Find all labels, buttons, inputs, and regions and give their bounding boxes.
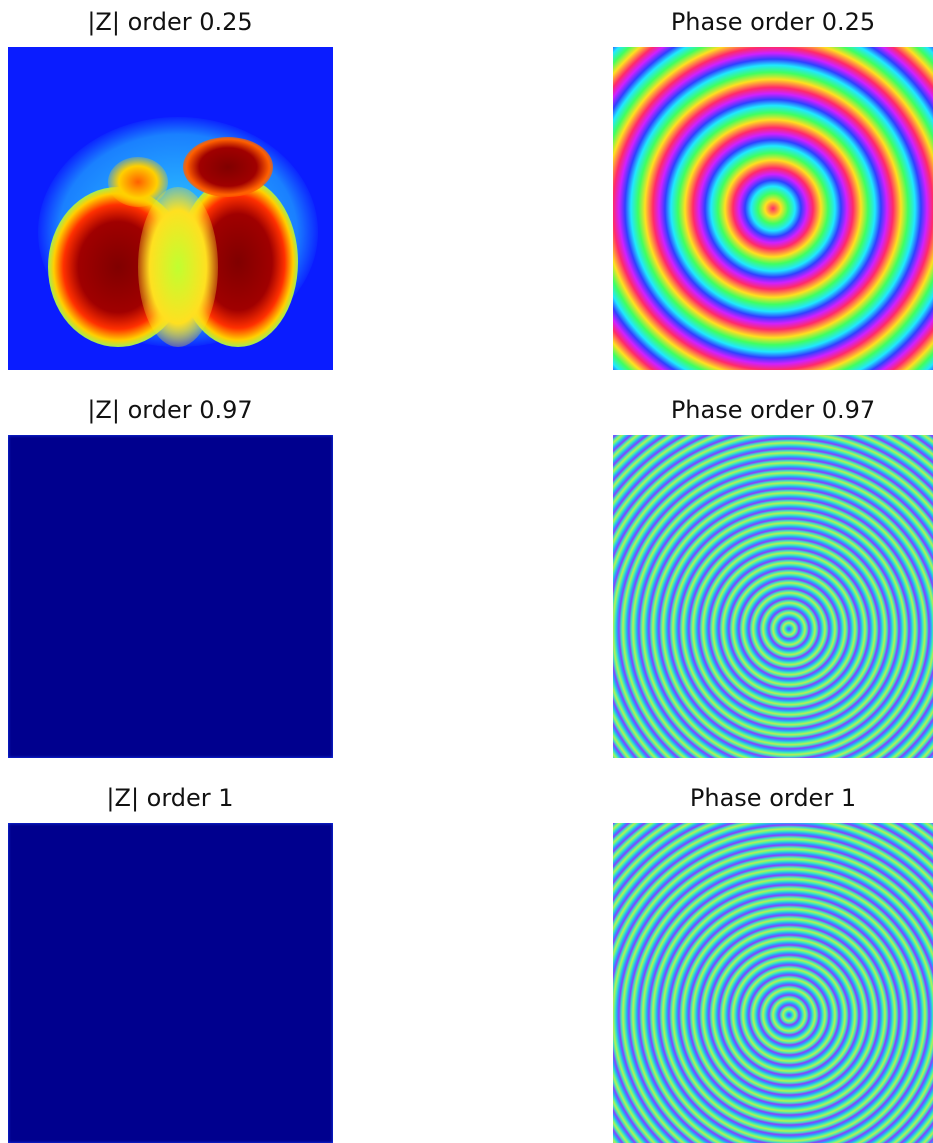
panel-title: |Z| order 0.97 [87,396,253,424]
phase-image [613,823,933,1143]
phase-image [613,47,933,370]
panel-title: Phase order 0.25 [670,8,876,36]
panel-title: |Z| order 1 [106,784,234,812]
panel-title: Phase order 1 [689,784,857,812]
magnitude-image [8,47,333,370]
phase-image [613,435,933,758]
panel-title: Phase order 0.97 [670,396,876,424]
magnitude-image [8,435,333,758]
panel-title: |Z| order 0.25 [87,8,253,36]
magnitude-image [8,823,333,1143]
